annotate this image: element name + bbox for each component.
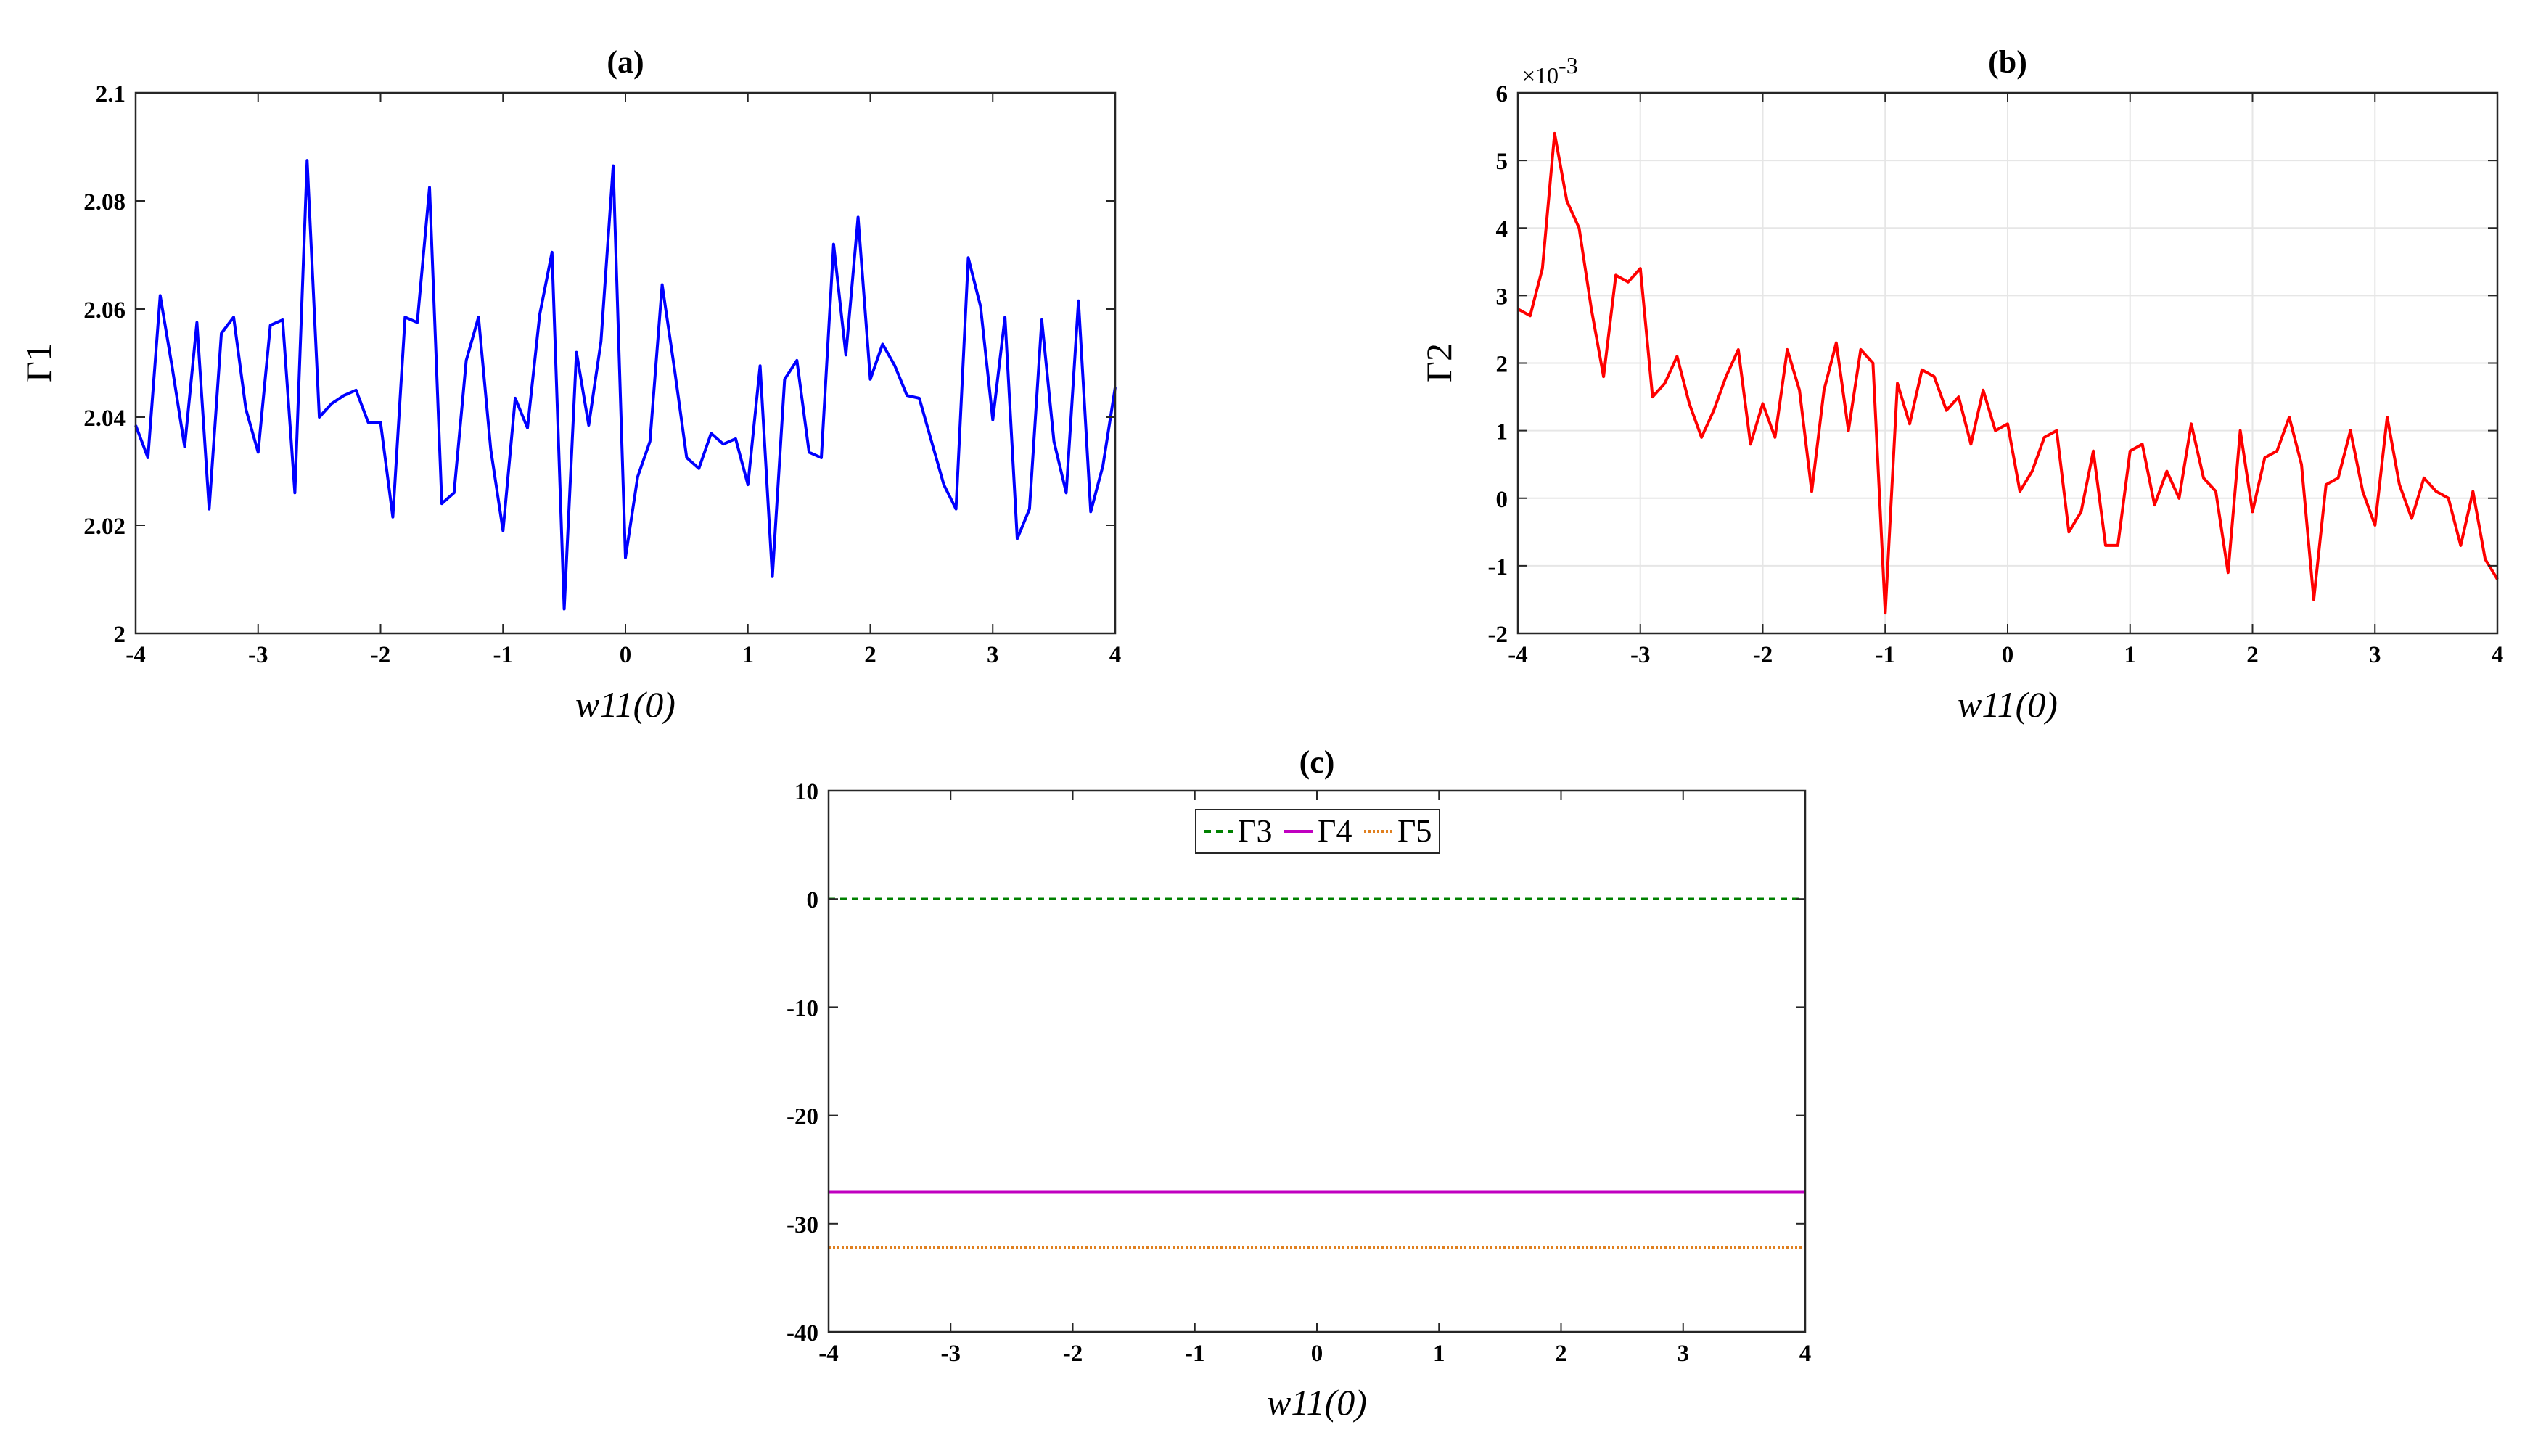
panel-c-y-tick-label: -10 xyxy=(787,995,818,1021)
panel-b-scale-factor: ×10-3 xyxy=(1522,52,1578,89)
panel-a-title: (a) xyxy=(607,44,644,80)
panel-a-x-tick-label: -3 xyxy=(248,642,268,668)
panel-a: (a) -4 -3 -2 -1 0 1 2 3 4 2 2.02 2.04 2.06 2.08 2.1 w1… xyxy=(18,44,1121,725)
panel-b-x-tick-label: -1 xyxy=(1876,642,1896,668)
panel-b-y-tick-label: 2 xyxy=(1496,352,1508,378)
panel-a-x-tick-label: -2 xyxy=(371,642,391,668)
panel-a-y-tick-label: 2.08 xyxy=(83,189,126,215)
panel-a-x-tick-label: 2 xyxy=(864,642,876,668)
panel-a-x-tick-label: 4 xyxy=(1109,642,1122,668)
panel-c-x-tick-label: -3 xyxy=(941,1341,961,1367)
panel-b-ylabel: Γ2 xyxy=(1418,343,1459,382)
panel-b-x-tick-label: -3 xyxy=(1630,642,1651,668)
panel-c-y-tick-label: -40 xyxy=(787,1320,818,1346)
panel-a-y-tick-label: 2.1 xyxy=(96,81,126,107)
panel-a-y-tick-label: 2 xyxy=(114,622,126,648)
panel-b-y-tick-label: 4 xyxy=(1496,216,1508,242)
panel-b-y-tick-label: 3 xyxy=(1496,284,1508,310)
panel-c-y-tick-label: -20 xyxy=(787,1104,818,1130)
panel-a-y-tick-label: 2.02 xyxy=(83,514,126,540)
panel-c-x-tick-label: 0 xyxy=(1311,1341,1323,1367)
panel-b-y-tick-label: -2 xyxy=(1488,622,1508,648)
panel-c-xlabel: w11(0) xyxy=(1267,1382,1367,1423)
panel-c-y-tick-label: -30 xyxy=(787,1212,818,1238)
panel-c-x-tick-label: -4 xyxy=(818,1341,839,1367)
panel-b-y-tick-label: 6 xyxy=(1496,81,1508,107)
panel-b-x-tick-label: -4 xyxy=(1508,642,1528,668)
panel-a-x-tick-label: 0 xyxy=(620,642,632,668)
panel-a-x-tick-label: -4 xyxy=(126,642,146,668)
panel-a-xlabel-text: w11(0) xyxy=(575,684,675,725)
panel-a-y-tick-label: 2.04 xyxy=(83,406,126,432)
panel-a-x-tick-label: 3 xyxy=(987,642,999,668)
panel-b-series-line xyxy=(1517,131,2499,615)
panel-b-x-tick-label: 2 xyxy=(2246,642,2259,668)
panel-c-x-tick-label: 3 xyxy=(1678,1341,1690,1367)
panel-a-xlabel: w11(0) xyxy=(575,684,675,725)
panel-c-title: (c) xyxy=(1299,744,1335,780)
panel-b-x-tick-label: -2 xyxy=(1753,642,1773,668)
panel-c-x-tick-label: 1 xyxy=(1433,1341,1445,1367)
panel-b-y-tick-label: 0 xyxy=(1496,487,1508,513)
panel-b-xlabel: w11(0) xyxy=(1958,684,2058,725)
panel-b-y-tick-label: 1 xyxy=(1496,419,1508,445)
panel-a-series-line xyxy=(134,159,1117,611)
panel-b-x-tick-label: 4 xyxy=(2492,642,2504,668)
panel-c-x-tick-label: 2 xyxy=(1555,1341,1567,1367)
legend-box xyxy=(1195,809,1440,854)
panel-c-y-tick-label: 0 xyxy=(807,887,819,913)
panel-a-x-tick-label: -1 xyxy=(493,642,514,668)
panel-c-x-tick-label: -2 xyxy=(1063,1341,1083,1367)
panel-a-ylabel: Γ1 xyxy=(18,343,59,382)
legend-label-2: Γ5 xyxy=(1397,813,1432,849)
panel-b-y-tick-label: 5 xyxy=(1496,149,1508,175)
panel-a-x-tick-label: 1 xyxy=(742,642,755,668)
panel-c-legend: Γ3 Γ4 Γ5 xyxy=(1195,809,1440,854)
panel-b-x-tick-label: 3 xyxy=(2369,642,2381,668)
legend-label-0: Γ3 xyxy=(1238,813,1272,849)
panel-b-y-tick-label: -1 xyxy=(1488,554,1508,580)
legend-label-1: Γ4 xyxy=(1318,813,1352,849)
panel-c-x-tick-label: -1 xyxy=(1185,1341,1205,1367)
panel-b-x-tick-label: 1 xyxy=(2124,642,2137,668)
panel-a-y-tick-label: 2.06 xyxy=(83,297,126,324)
panel-c-y-tick-label: 10 xyxy=(794,779,818,805)
panel-b-scale-exponent: -3 xyxy=(1559,52,1578,78)
panel-b-x-tick-label: 0 xyxy=(2002,642,2014,668)
panel-c-x-tick-label: 4 xyxy=(1799,1341,1812,1367)
panel-b-title: (b) xyxy=(1988,44,2027,80)
panel-b-scale-base: ×10 xyxy=(1522,62,1559,89)
